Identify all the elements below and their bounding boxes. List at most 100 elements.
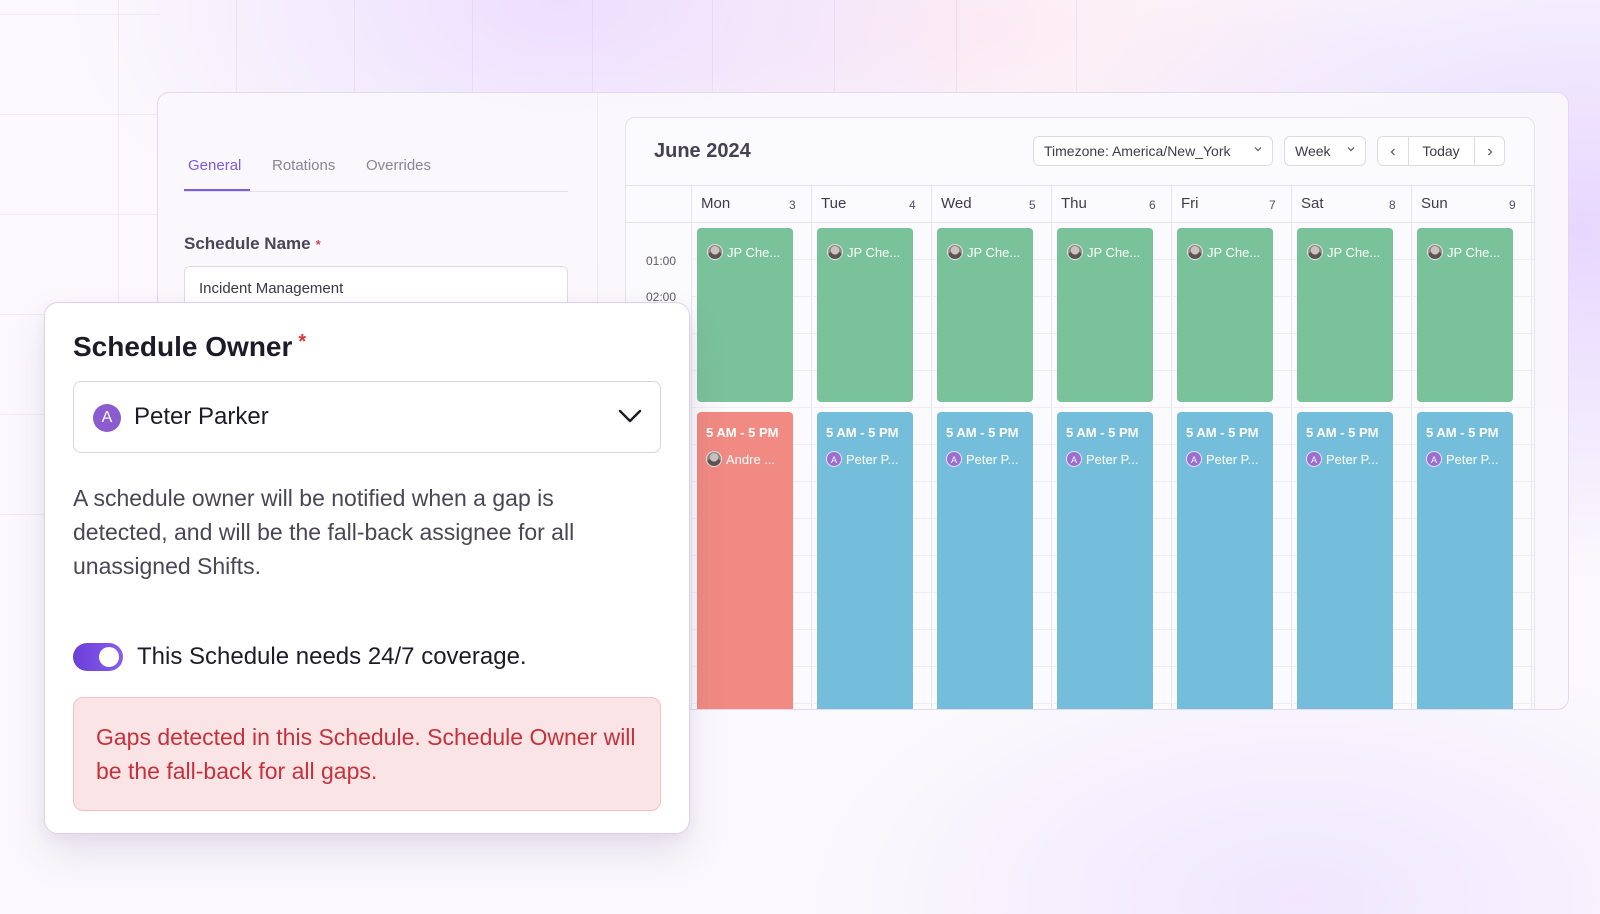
night-shift-block[interactable]: JP Che... bbox=[1417, 228, 1513, 402]
tab-overrides[interactable]: Overrides bbox=[366, 157, 432, 174]
shift-assignee: Andre ... bbox=[706, 451, 775, 467]
schedule-owner-card: Schedule Owner * A Peter Parker A schedul… bbox=[44, 302, 690, 834]
grid-column-line bbox=[811, 186, 812, 709]
coverage-toggle[interactable] bbox=[73, 643, 123, 671]
schedule-name-label-text: Schedule Name bbox=[184, 234, 311, 253]
active-tab-indicator bbox=[184, 189, 250, 191]
shift-assignee-name: Peter P... bbox=[1446, 451, 1499, 467]
day-header-date: 4 bbox=[909, 198, 916, 212]
avatar bbox=[707, 244, 723, 260]
week-calendar: June 2024 Timezone: America/New_York Wee… bbox=[625, 117, 1535, 709]
tab-rotations[interactable]: Rotations bbox=[272, 157, 336, 174]
night-shift-block[interactable]: JP Che... bbox=[817, 228, 913, 402]
shift-assignee: JP Che... bbox=[1187, 244, 1260, 260]
chevron-down-icon bbox=[1254, 147, 1262, 152]
day-shift-block[interactable]: 5 AM - 5 PM A Peter P... bbox=[817, 412, 913, 709]
schedule-name-label: Schedule Name * bbox=[184, 234, 321, 254]
day-shift-block[interactable]: 5 AM - 5 PM A Peter P... bbox=[937, 412, 1033, 709]
shift-assignee: JP Che... bbox=[1427, 244, 1500, 260]
night-shift-block[interactable]: JP Che... bbox=[1057, 228, 1153, 402]
shift-assignee: A Peter P... bbox=[1186, 451, 1259, 467]
day-header-name: Sun bbox=[1421, 195, 1448, 212]
shift-assignee: A Peter P... bbox=[1306, 451, 1379, 467]
tab-general[interactable]: General bbox=[188, 157, 242, 174]
day-header-date: 7 bbox=[1269, 198, 1276, 212]
grid-column-line bbox=[1171, 186, 1172, 709]
shift-assignee-name: Peter P... bbox=[1326, 451, 1379, 467]
chevron-down-icon bbox=[618, 409, 642, 423]
shift-time: 5 AM - 5 PM bbox=[826, 425, 899, 440]
tab-bar: General Rotations Overrides bbox=[184, 151, 568, 192]
day-header-date: 8 bbox=[1389, 198, 1396, 212]
shift-assignee: A Peter P... bbox=[1066, 451, 1139, 467]
shift-time: 5 AM - 5 PM bbox=[1426, 425, 1499, 440]
chevron-right-icon bbox=[1488, 148, 1493, 156]
shift-assignee: JP Che... bbox=[1307, 244, 1380, 260]
day-shift-block[interactable]: 5 AM - 5 PM A Peter P... bbox=[1057, 412, 1153, 709]
avatar bbox=[706, 451, 722, 467]
view-select[interactable]: Week bbox=[1284, 136, 1366, 166]
prev-week-button[interactable] bbox=[1378, 137, 1409, 165]
required-mark: * bbox=[315, 237, 321, 252]
day-header-name: Wed bbox=[941, 195, 972, 212]
grid-row-line bbox=[691, 407, 1534, 408]
avatar: A bbox=[93, 404, 121, 432]
schedule-owner-description: A schedule owner will be notified when a… bbox=[73, 485, 575, 579]
today-button[interactable]: Today bbox=[1408, 137, 1475, 165]
avatar bbox=[827, 244, 843, 260]
night-shift-block[interactable]: JP Che... bbox=[697, 228, 793, 402]
shift-time: 5 AM - 5 PM bbox=[706, 425, 779, 440]
shift-assignee-name: JP Che... bbox=[727, 244, 781, 260]
shift-assignee-name: JP Che... bbox=[847, 244, 901, 260]
shift-time: 5 AM - 5 PM bbox=[1186, 425, 1259, 440]
grid-column-line bbox=[1531, 186, 1532, 709]
required-mark: * bbox=[298, 331, 307, 353]
shift-assignee: JP Che... bbox=[947, 244, 1020, 260]
chevron-left-icon bbox=[1390, 148, 1395, 156]
day-header-date: 3 bbox=[789, 198, 796, 212]
shift-assignee: A Peter P... bbox=[1426, 451, 1499, 467]
shift-assignee: A Peter P... bbox=[826, 451, 899, 467]
schedule-name-value: Incident Management bbox=[199, 280, 344, 297]
avatar bbox=[1307, 244, 1323, 260]
day-header-name: Tue bbox=[821, 195, 847, 212]
next-week-button[interactable] bbox=[1475, 137, 1505, 165]
shift-assignee: JP Che... bbox=[707, 244, 780, 260]
grid-column-line bbox=[931, 186, 932, 709]
toggle-knob bbox=[99, 647, 119, 667]
chevron-down-icon bbox=[1347, 147, 1355, 152]
time-label: 01:00 bbox=[646, 254, 677, 268]
shift-time: 5 AM - 5 PM bbox=[1306, 425, 1379, 440]
avatar: A bbox=[1306, 451, 1322, 467]
gap-shift-block[interactable]: 5 AM - 5 PM Andre ... bbox=[697, 412, 793, 709]
grid-column-line bbox=[1411, 186, 1412, 709]
schedule-owner-select[interactable]: A Peter Parker bbox=[73, 381, 661, 453]
avatar: A bbox=[826, 451, 842, 467]
night-shift-block[interactable]: JP Che... bbox=[1297, 228, 1393, 402]
day-header-date: 9 bbox=[1509, 198, 1516, 212]
night-shift-block[interactable]: JP Che... bbox=[937, 228, 1033, 402]
view-label: Week bbox=[1295, 143, 1331, 159]
avatar bbox=[1067, 244, 1083, 260]
grid-column-line bbox=[1291, 186, 1292, 709]
shift-assignee-name: JP Che... bbox=[1207, 244, 1261, 260]
avatar bbox=[1427, 244, 1443, 260]
avatar: A bbox=[946, 451, 962, 467]
gap-alert: Gaps detected in this Schedule. Schedule… bbox=[73, 697, 661, 811]
night-shift-block[interactable]: JP Che... bbox=[1177, 228, 1273, 402]
shift-assignee-name: Andre ... bbox=[726, 451, 776, 467]
day-header-name: Mon bbox=[701, 195, 731, 212]
day-shift-block[interactable]: 5 AM - 5 PM A Peter P... bbox=[1297, 412, 1393, 709]
day-header-row bbox=[626, 186, 1534, 223]
avatar: A bbox=[1426, 451, 1442, 467]
shift-assignee: JP Che... bbox=[827, 244, 900, 260]
day-shift-block[interactable]: 5 AM - 5 PM A Peter P... bbox=[1177, 412, 1273, 709]
shift-assignee: JP Che... bbox=[1067, 244, 1140, 260]
date-navigation: Today bbox=[1377, 136, 1505, 166]
bg-grid-line bbox=[0, 114, 160, 115]
bg-grid-line bbox=[0, 14, 160, 15]
shift-assignee-name: Peter P... bbox=[1086, 451, 1139, 467]
timezone-select[interactable]: Timezone: America/New_York bbox=[1033, 136, 1273, 166]
day-shift-block[interactable]: 5 AM - 5 PM A Peter P... bbox=[1417, 412, 1513, 709]
shift-assignee-name: JP Che... bbox=[1327, 244, 1381, 260]
